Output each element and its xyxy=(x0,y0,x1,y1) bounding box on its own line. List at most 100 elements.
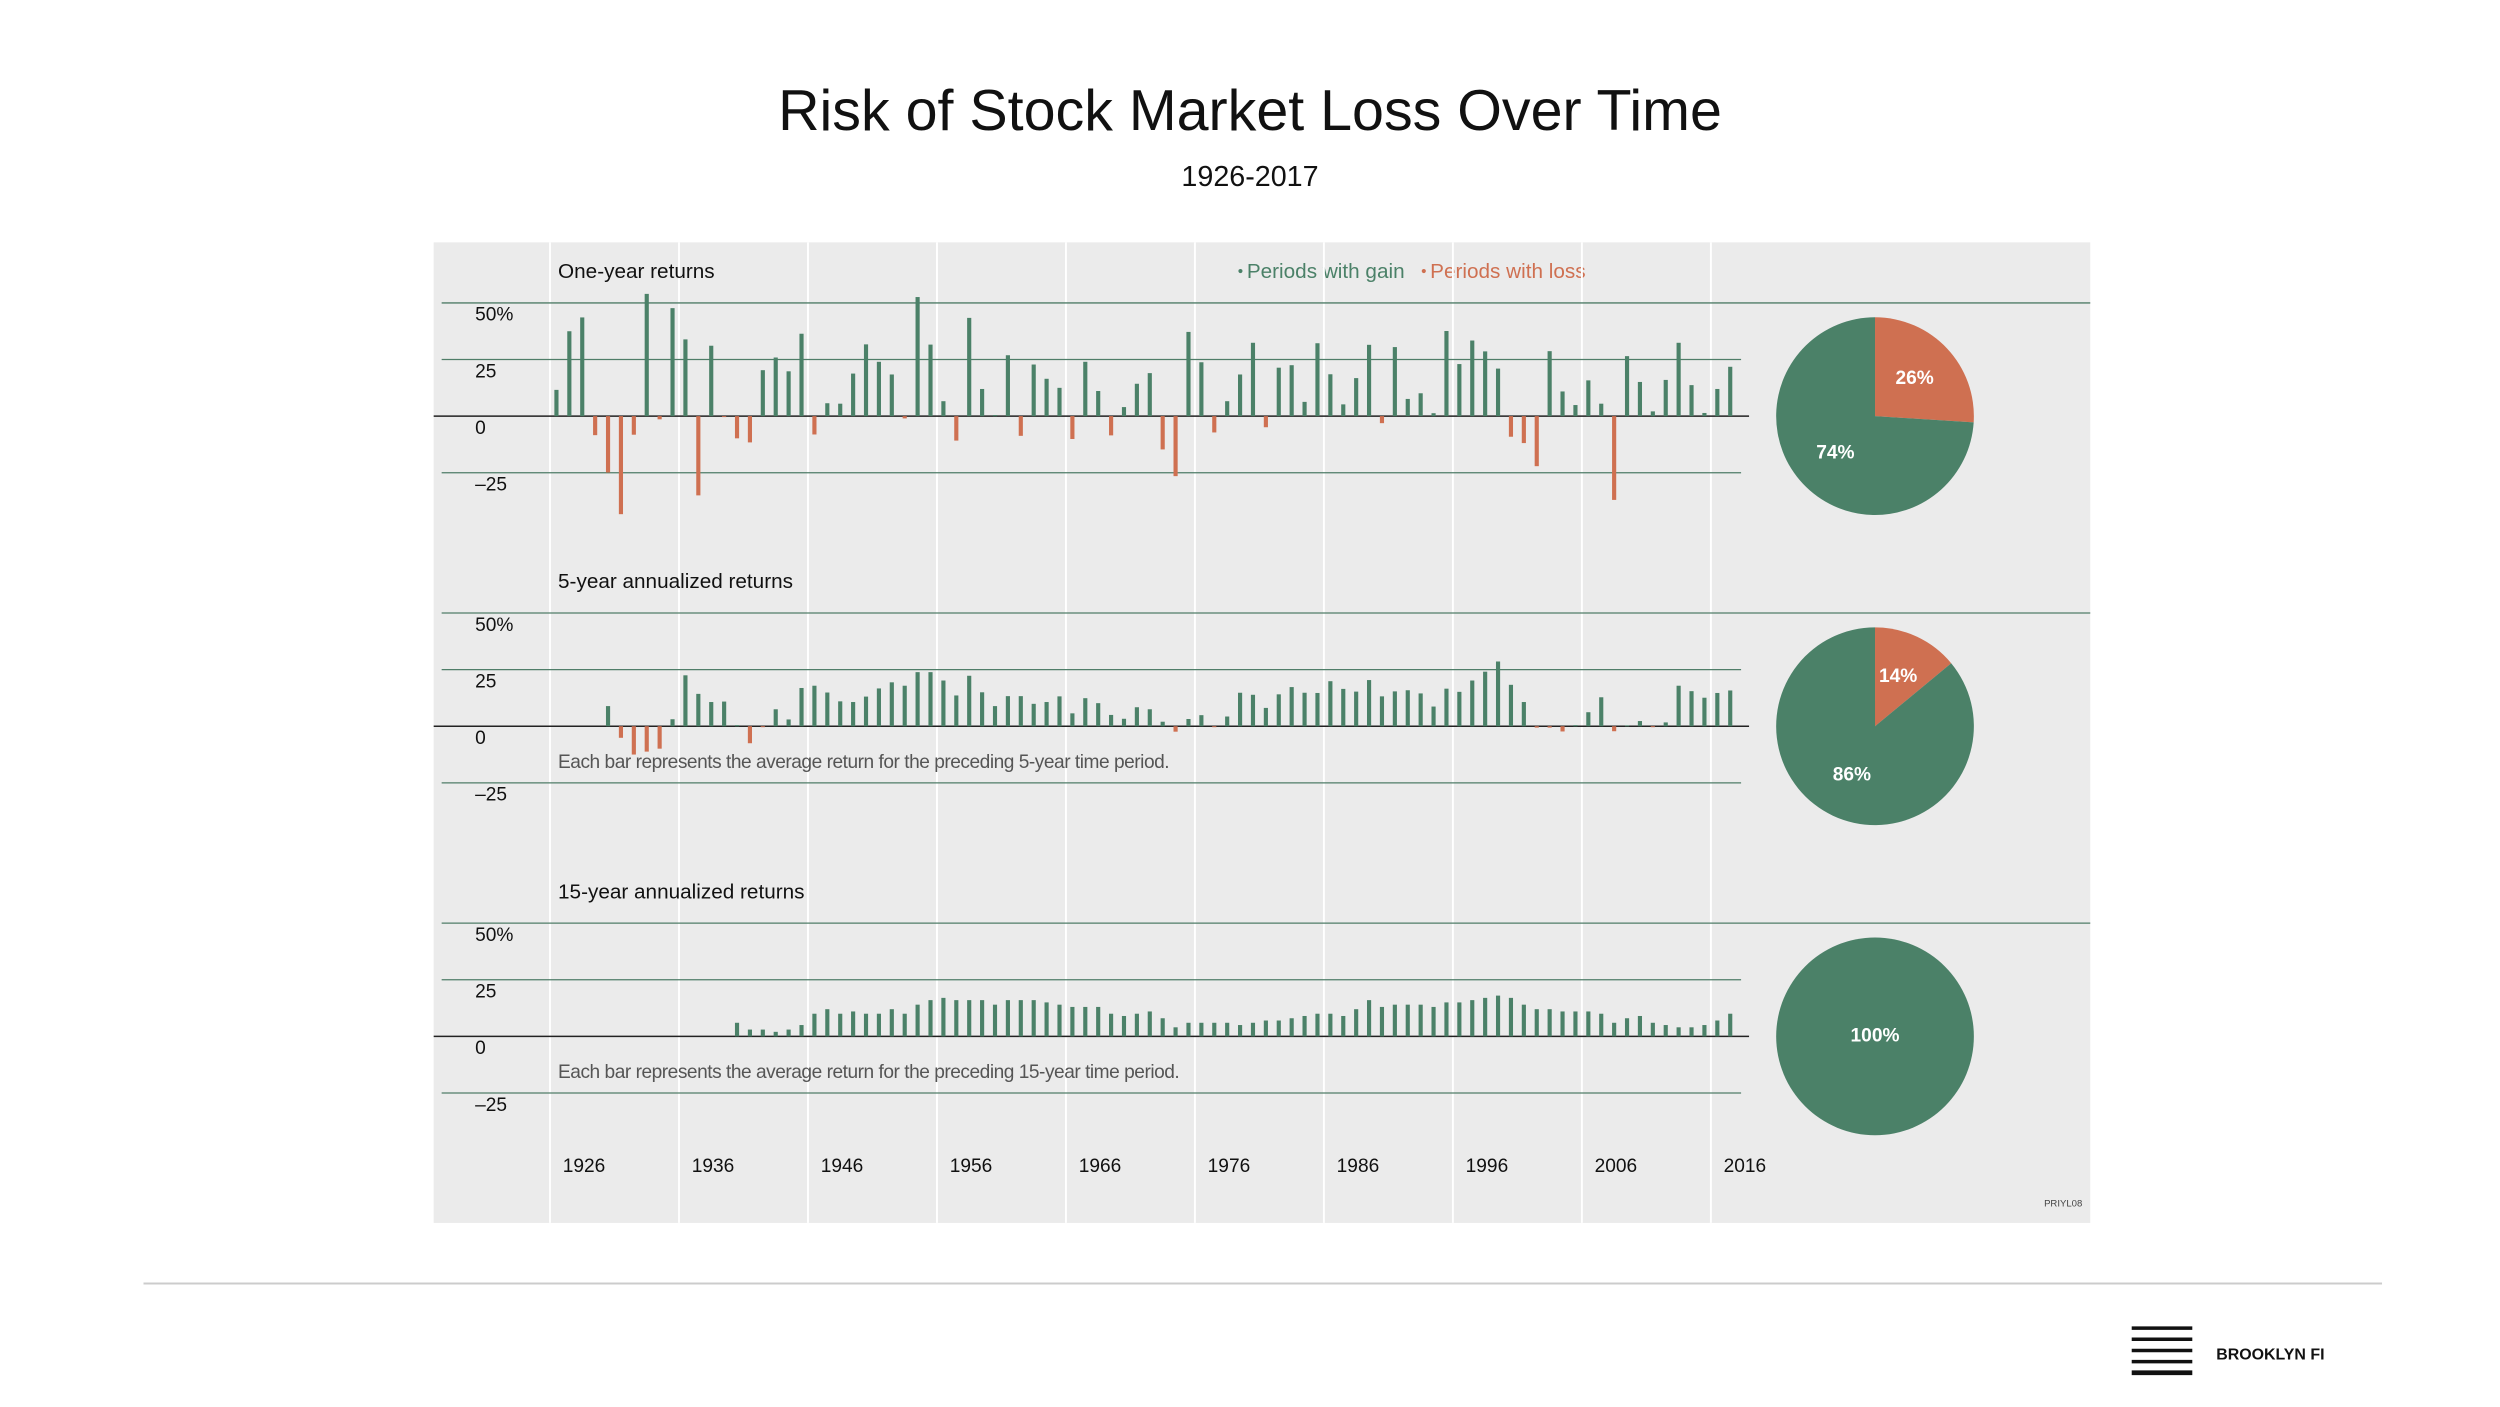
bar xyxy=(1715,1020,1720,1037)
pie-label: 14% xyxy=(1879,666,1917,687)
bar xyxy=(1457,1002,1462,1037)
legend-label: Periods with gain xyxy=(1247,260,1405,283)
bar xyxy=(1612,726,1617,732)
bar xyxy=(928,672,933,727)
bar xyxy=(1263,416,1268,428)
bar xyxy=(1186,719,1191,727)
bar xyxy=(812,416,817,435)
bar xyxy=(1031,1000,1036,1037)
bar xyxy=(1199,362,1204,417)
bar xyxy=(1018,416,1023,436)
bar xyxy=(1586,712,1591,727)
bar xyxy=(1096,1006,1101,1037)
bar xyxy=(1392,1004,1397,1037)
bar xyxy=(1250,342,1256,417)
bar xyxy=(1018,696,1023,727)
bar xyxy=(1521,1004,1526,1037)
bar xyxy=(1444,688,1449,727)
bar xyxy=(851,702,856,727)
bar xyxy=(1341,688,1346,727)
panel-title: 15-year annualized returns xyxy=(558,880,804,903)
bar xyxy=(1418,1004,1423,1037)
bar xyxy=(773,1031,778,1037)
bar xyxy=(1599,1013,1604,1037)
bar xyxy=(605,706,611,727)
bar xyxy=(1457,691,1462,727)
bar xyxy=(786,1029,791,1037)
bar xyxy=(1379,416,1385,424)
bar xyxy=(1134,1013,1139,1037)
x-tick-label: 1986 xyxy=(1337,1156,1380,1177)
bar xyxy=(1031,703,1036,727)
bar xyxy=(1354,1009,1359,1037)
pie-label: 26% xyxy=(1896,368,1934,389)
bar xyxy=(876,361,881,417)
x-tick-label: 2006 xyxy=(1595,1156,1638,1177)
bar xyxy=(567,331,572,417)
bar xyxy=(1431,413,1436,417)
x-tick-label: 1936 xyxy=(692,1156,735,1177)
bar xyxy=(760,726,765,728)
pie-slice xyxy=(1776,937,1974,1136)
bar xyxy=(760,1029,765,1037)
bar xyxy=(1263,1020,1268,1037)
bar xyxy=(734,1022,740,1037)
bar xyxy=(863,344,869,417)
bar xyxy=(1057,387,1062,417)
bar xyxy=(1289,687,1294,727)
bar xyxy=(812,1013,817,1037)
bar xyxy=(967,317,972,417)
bar xyxy=(1392,347,1397,417)
bar xyxy=(1147,709,1152,727)
x-tick-label: 2016 xyxy=(1724,1156,1767,1177)
bar xyxy=(1599,697,1604,727)
bar xyxy=(1341,404,1346,417)
bar xyxy=(760,370,765,417)
pie-slice xyxy=(1776,317,1974,515)
bar xyxy=(1637,1015,1643,1037)
bar xyxy=(1418,693,1423,727)
bar xyxy=(941,401,946,417)
bar xyxy=(1624,1018,1630,1037)
bar xyxy=(1109,714,1114,727)
bar xyxy=(1547,726,1552,728)
bar xyxy=(580,317,585,417)
y-tick-label: 50% xyxy=(475,615,513,636)
y-tick-label: 50% xyxy=(475,925,513,946)
bar xyxy=(799,333,804,417)
bar xyxy=(1354,378,1359,417)
bar xyxy=(1057,696,1062,727)
bar xyxy=(1212,726,1217,728)
pie-slice xyxy=(1875,627,1952,727)
y-tick-label: 25 xyxy=(475,982,496,1003)
bar xyxy=(838,403,843,417)
bar xyxy=(1057,1004,1062,1037)
bar xyxy=(1676,1027,1681,1037)
bar xyxy=(1457,364,1462,417)
bar xyxy=(928,1000,933,1037)
bar xyxy=(825,692,830,727)
bar xyxy=(1225,1022,1230,1037)
y-tick-label: –25 xyxy=(475,1095,507,1116)
y-tick-label: 50% xyxy=(475,305,513,326)
panel-note: Each bar represents the average return f… xyxy=(558,1062,1179,1083)
bar xyxy=(941,680,946,727)
brand-logo xyxy=(2131,1326,2193,1376)
bar xyxy=(1083,698,1088,727)
bar xyxy=(747,726,752,744)
bar xyxy=(1238,1025,1243,1037)
brand-name: BROOKLYN FI xyxy=(2216,1346,2324,1363)
canvas: Risk of Stock Market Loss Over Time 1926… xyxy=(143,79,2383,1376)
bar xyxy=(1160,721,1165,727)
bar xyxy=(1044,378,1049,417)
bar xyxy=(1728,690,1733,727)
bar xyxy=(1534,1009,1539,1037)
pie-slice xyxy=(1875,317,1974,423)
bar xyxy=(915,672,920,727)
bar xyxy=(631,726,636,755)
pie-label: 86% xyxy=(1833,764,1871,785)
bar xyxy=(709,702,714,727)
bar xyxy=(1483,671,1488,727)
bar xyxy=(1689,691,1694,727)
bar xyxy=(1031,364,1036,417)
